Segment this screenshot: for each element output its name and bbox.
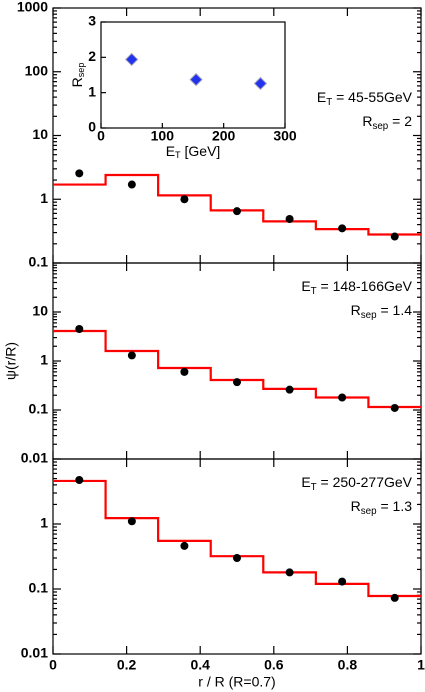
annotation-sub: sep [361, 310, 377, 321]
annotation-rest: = 2 [388, 113, 412, 129]
annotation-main: E [301, 278, 310, 294]
y-tick-label: 10 [32, 126, 48, 142]
x-tick-label: 0.6 [264, 657, 284, 673]
inset-x-tick-label: 100 [151, 128, 175, 144]
annotation-rest: = 148-166GeV [317, 278, 413, 294]
x-tick-label: 0 [49, 657, 57, 673]
inset-x-axis-label: ET [GeV] [166, 143, 221, 161]
annotation: Rsep = 2 [362, 113, 412, 132]
y-tick-label: 1000 [17, 0, 48, 15]
y-tick-label: 1 [40, 352, 48, 368]
data-point [233, 378, 241, 387]
annotation-main: R [351, 302, 361, 318]
annotation-sub: T [311, 286, 317, 297]
y-tick-label: 10 [32, 303, 48, 319]
model-step [53, 329, 421, 409]
annotation: ET = 45-55GeV [317, 89, 413, 108]
annotation: ET = 250-277GeV [301, 474, 412, 493]
y-tick-label: 1 [40, 515, 48, 531]
y-tick-label: 0.1 [29, 254, 49, 270]
y-tick-label: 0.1 [29, 580, 49, 596]
inset-x-tick-label: 0 [97, 128, 105, 144]
annotation-sub: T [326, 97, 332, 108]
inset-y-axis-label: Rsep [69, 63, 87, 88]
x-tick-label: 0.4 [190, 657, 210, 673]
panel-frame [52, 458, 422, 655]
data-point [338, 577, 347, 586]
inset-y-tick-label: 1 [88, 83, 96, 99]
annotation-rest: = 1.4 [377, 302, 413, 318]
data-point [338, 393, 347, 402]
annotation-rest: = 1.3 [377, 498, 413, 514]
data-point [390, 232, 399, 241]
data-point [75, 476, 84, 485]
inset-y-axis-label-main: R [69, 77, 85, 87]
data-point [180, 367, 189, 376]
data-point [390, 403, 399, 412]
y-tick-label: 100 [25, 62, 49, 78]
inset-x-axis-label-main: E [166, 143, 175, 159]
data-point [75, 169, 84, 178]
x-tick-label: 1 [417, 657, 425, 673]
data-point [127, 517, 136, 526]
data-point [75, 324, 84, 333]
data-point [285, 385, 294, 394]
model-step [53, 173, 421, 236]
annotation-sub: T [311, 482, 317, 493]
annotation-main: E [317, 89, 326, 105]
annotation: Rsep = 1.3 [351, 498, 413, 517]
y-tick-label: 0.1 [29, 401, 49, 417]
y-tick-label: 0.01 [21, 450, 48, 466]
y-tick-label: 1 [40, 190, 48, 206]
inset-point [253, 76, 268, 91]
annotation-main: R [351, 498, 361, 514]
inset-point [124, 52, 139, 67]
inset-point [189, 72, 203, 87]
inset-y-axis-label-sub: sep [76, 63, 86, 78]
data-point [180, 541, 189, 550]
annotation: ET = 148-166GeV [301, 278, 412, 297]
data-point [390, 593, 399, 602]
y-axis-label: ψ(r/R) [3, 342, 19, 380]
annotation-main: E [301, 474, 310, 490]
inset-x-axis-label-rest: [GeV] [181, 143, 221, 159]
data-point [285, 568, 294, 577]
inset-y-tick-label: 0 [88, 119, 96, 135]
inset-y-tick-label: 2 [88, 48, 96, 64]
inset-frame [100, 21, 286, 129]
inset-x-tick-label: 300 [273, 128, 297, 144]
data-point [127, 351, 136, 360]
annotation-rest: = 45-55GeV [332, 89, 412, 105]
data-point [233, 207, 241, 216]
annotation-sub: sep [361, 506, 377, 517]
data-point [127, 180, 136, 189]
annotation: Rsep = 1.4 [351, 302, 413, 321]
inset-x-tick-label: 200 [212, 128, 236, 144]
panel-frame [52, 7, 422, 264]
x-axis-label: r / R (R=0.7) [198, 674, 275, 690]
data-point [338, 224, 347, 233]
x-tick-label: 0.8 [338, 657, 358, 673]
data-point [233, 553, 241, 562]
y-tick-label: 0.01 [21, 645, 48, 661]
annotation-sub: sep [372, 121, 388, 132]
inset-x-axis-label-sub: T [175, 150, 181, 160]
annotation-main: R [362, 113, 372, 129]
inset-y-tick-label: 3 [88, 13, 96, 29]
annotation-rest: = 250-277GeV [317, 474, 413, 490]
model-step [53, 479, 421, 598]
data-point [285, 215, 294, 223]
data-point [180, 195, 189, 204]
x-tick-label: 0.2 [117, 657, 137, 673]
